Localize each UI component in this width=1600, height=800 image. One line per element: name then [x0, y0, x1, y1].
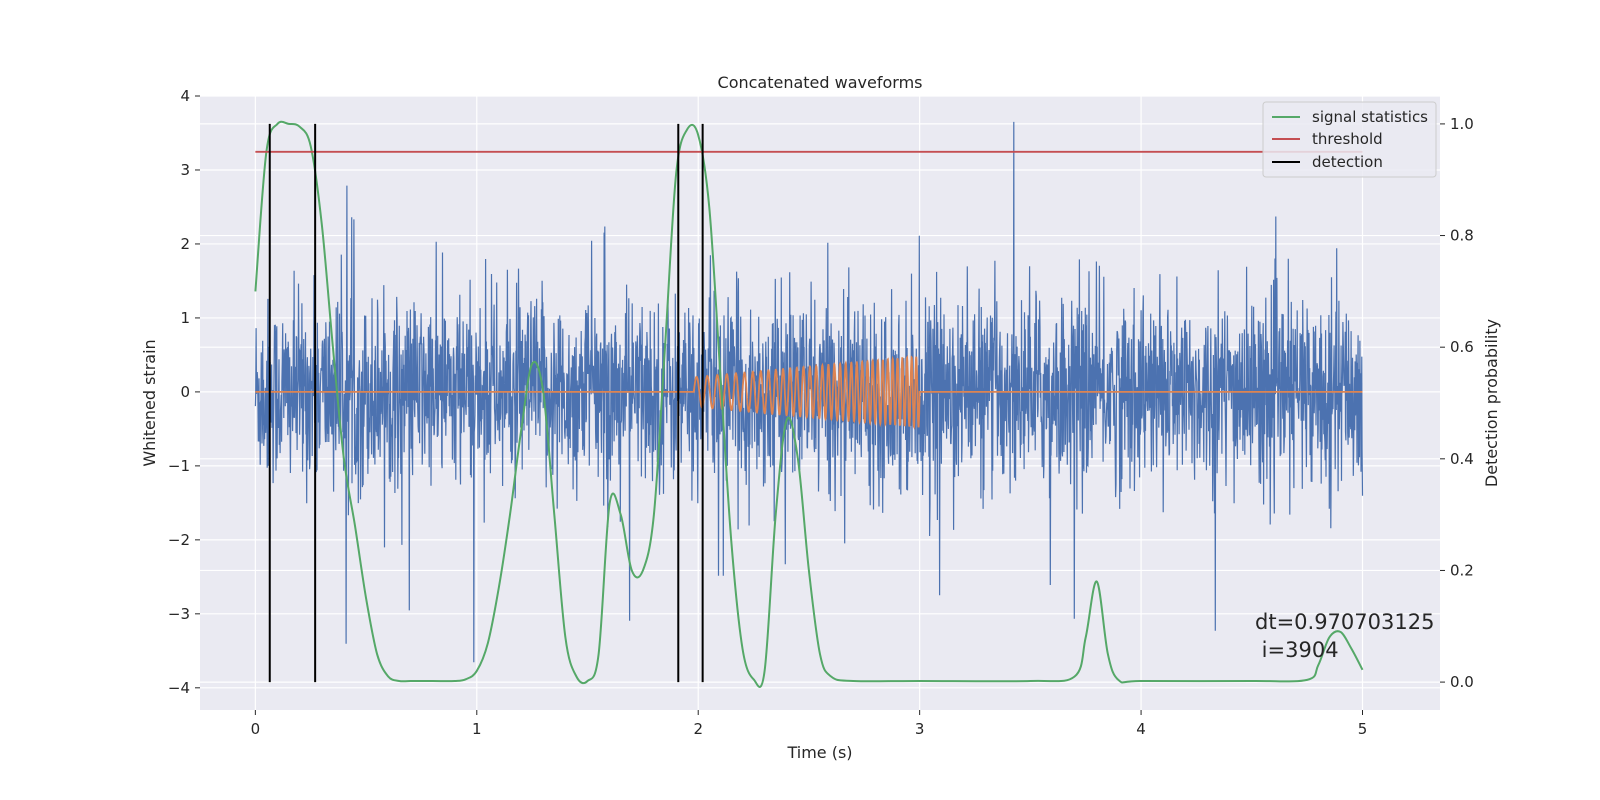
- noise-series: [254, 121, 1364, 663]
- y-tick-label-right: 1.0: [1450, 115, 1474, 133]
- injection-series: [255, 354, 1363, 430]
- x-tick-label: 2: [693, 720, 703, 738]
- y-tick-label-left: 0: [180, 383, 190, 401]
- y-tick-label-right: 0.2: [1450, 561, 1474, 579]
- legend-label-signal-statistics: signal statistics: [1312, 108, 1428, 126]
- annotation-line-1: dt=0.970703125: [1255, 610, 1434, 634]
- legend-box: [1262, 101, 1437, 178]
- ticks: 0 1 2 3 4 5 −4 −3 −2 −1 0 1 2 3 4 0.0 0.2 0.4 0.6 0.8 1.0: [168, 87, 1474, 738]
- y-tick-label-right: 0.6: [1450, 338, 1474, 356]
- noise-line: [254, 121, 1364, 663]
- y-tick-label-left: −2: [168, 531, 190, 549]
- annotation: dt=0.970703125 i=3904: [1255, 610, 1434, 662]
- y-tick-label-right: 0.4: [1450, 450, 1474, 468]
- chart-title: Concatenated waveforms: [718, 73, 923, 92]
- annotation-line-2: i=3904: [1255, 638, 1339, 662]
- y-tick-label-right: 0.0: [1450, 673, 1474, 691]
- y-tick-label-left: −1: [168, 457, 190, 475]
- y-tick-label-left: 1: [180, 309, 190, 327]
- y-tick-label-left: 4: [180, 87, 190, 105]
- x-tick-label: 1: [472, 720, 482, 738]
- x-tick-label: 4: [1136, 720, 1146, 738]
- legend-label-threshold: threshold: [1312, 130, 1383, 148]
- y-tick-label-left: −4: [168, 679, 190, 697]
- x-tick-label: 3: [915, 720, 925, 738]
- legend: signal statistics threshold detection: [1262, 101, 1437, 178]
- detection-series: [268, 123, 704, 683]
- y-axis-label-right: Detection probability: [1482, 319, 1501, 487]
- x-axis-label: Time (s): [786, 743, 852, 762]
- legend-label-detection: detection: [1312, 153, 1383, 171]
- x-tick-label: 0: [251, 720, 261, 738]
- x-tick-label: 5: [1358, 720, 1368, 738]
- y-tick-label-left: 2: [180, 235, 190, 253]
- signal-statistics-series: [254, 120, 1364, 688]
- signal-statistics-line: [254, 120, 1364, 688]
- y-tick-label-left: 3: [180, 161, 190, 179]
- injection-line: [255, 354, 1363, 430]
- y-tick-label-left: −3: [168, 605, 190, 623]
- y-tick-label-right: 0.8: [1450, 227, 1474, 245]
- y-axis-label-left: Whitened strain: [140, 339, 159, 466]
